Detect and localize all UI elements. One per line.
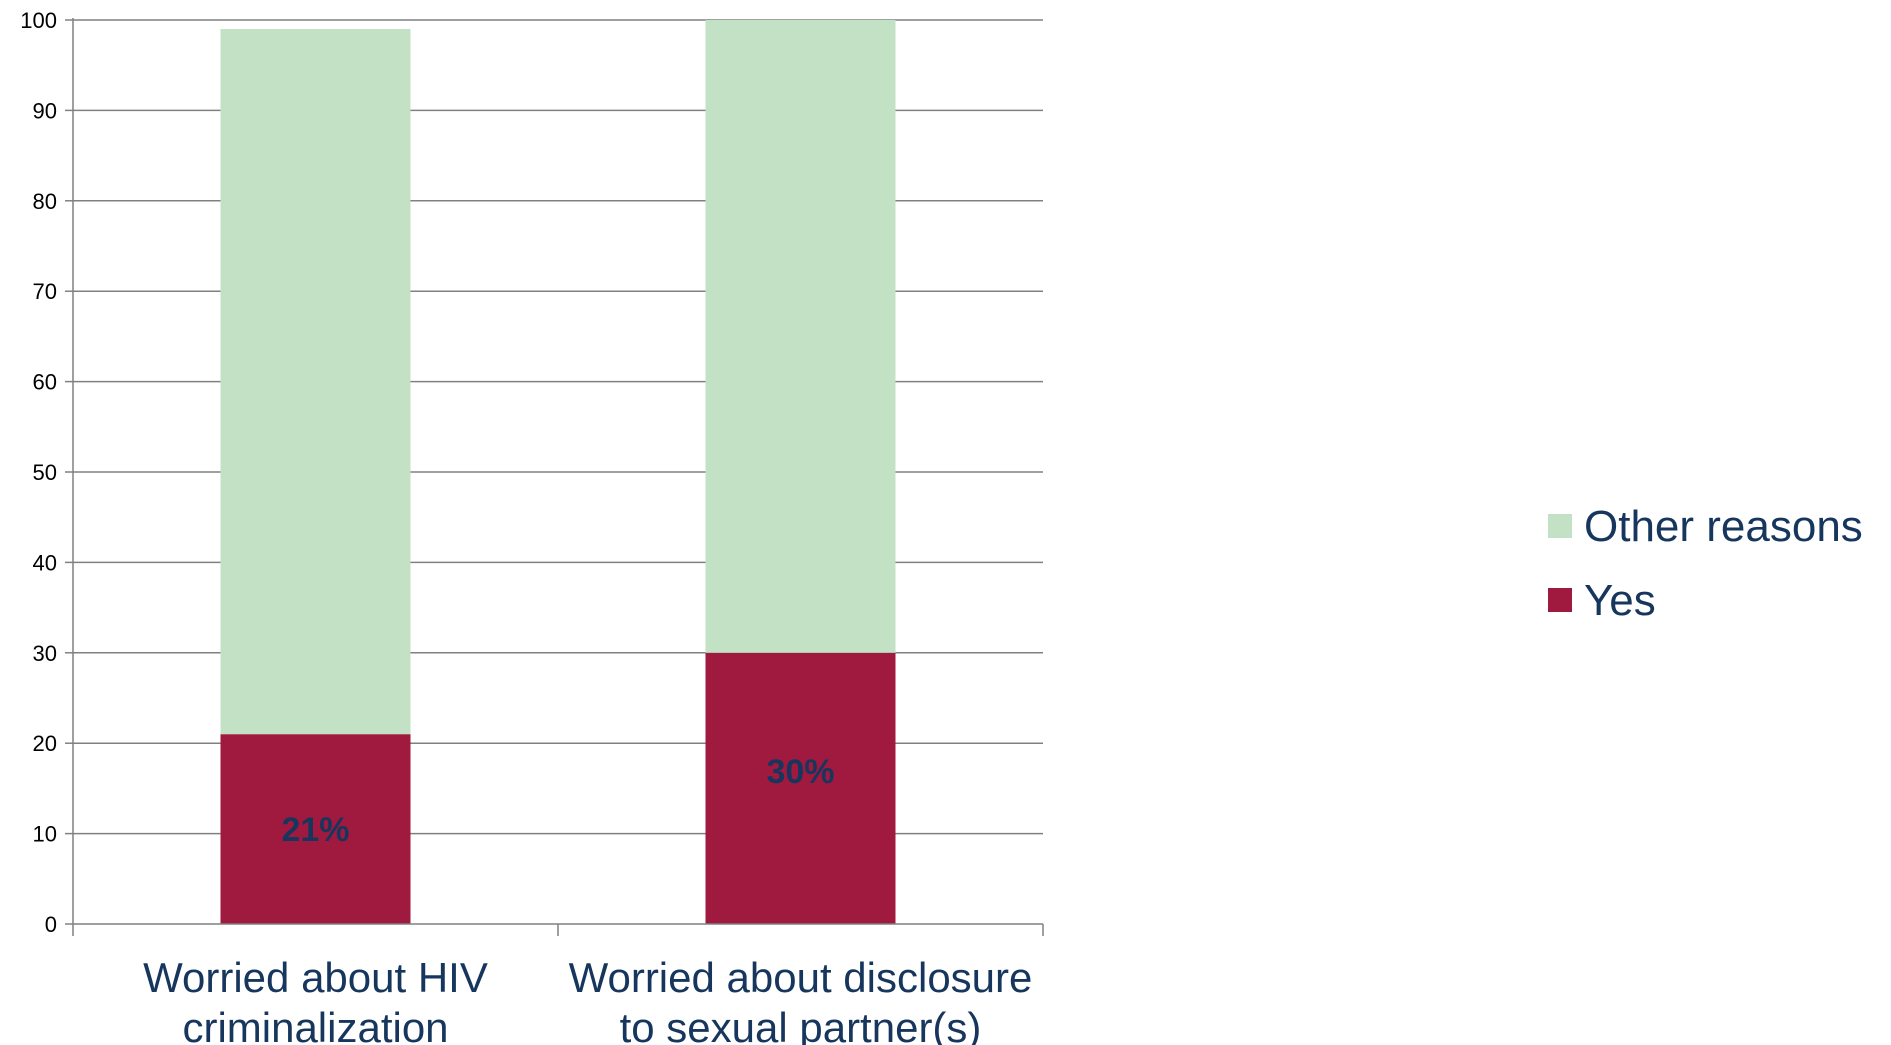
legend-swatch-yes — [1548, 588, 1572, 612]
labels: 0 10 20 30 40 50 60 70 80 90 100 21% 30% Worried abou… — [20, 8, 1032, 1045]
axes — [65, 18, 1044, 936]
data-label: 21% — [281, 811, 349, 849]
legend-label: Other reasons — [1584, 502, 1863, 551]
x-category-label: to sexual partner(s) — [620, 1004, 982, 1045]
x-category-label: Worried about HIV — [143, 954, 488, 1001]
legend-label: Yes — [1584, 576, 1656, 625]
bar-other-reasons-1 — [705, 20, 896, 653]
x-category-label: Worried about disclosure — [569, 954, 1033, 1001]
bars — [220, 20, 896, 924]
legend-swatch-other-reasons — [1548, 514, 1572, 538]
y-tick-label: 0 — [45, 912, 57, 937]
data-label: 30% — [766, 753, 834, 791]
y-tick-label: 20 — [33, 731, 57, 756]
y-tick-label: 80 — [33, 189, 57, 214]
gridlines — [73, 19, 1043, 835]
y-tick-label: 10 — [33, 822, 57, 847]
legend: Other reasons Yes — [1548, 502, 1863, 625]
y-tick-label: 70 — [33, 279, 57, 304]
bar-yes-1 — [705, 652, 896, 924]
y-tick-label: 60 — [33, 370, 57, 395]
bar-other-reasons-0 — [220, 29, 411, 735]
x-category-label: criminalization — [182, 1004, 448, 1045]
y-tick-label: 40 — [33, 550, 57, 575]
y-tick-label: 90 — [33, 98, 57, 123]
bar-yes-0 — [220, 734, 411, 924]
y-tick-label: 30 — [33, 641, 57, 666]
y-tick-label: 100 — [20, 8, 57, 33]
y-tick-label: 50 — [33, 460, 57, 485]
